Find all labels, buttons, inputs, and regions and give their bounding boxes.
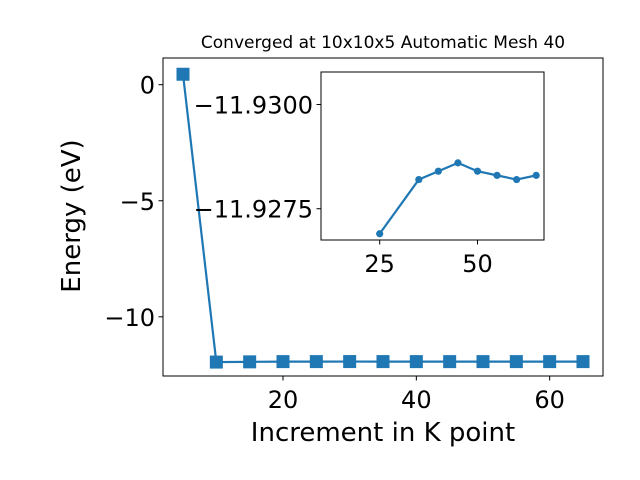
main-x-tick-label: 40 xyxy=(401,386,432,414)
main-data-point xyxy=(209,355,223,369)
y-axis-label: Energy (eV) xyxy=(57,139,87,292)
main-data-point xyxy=(176,67,190,81)
main-data-point xyxy=(243,355,257,369)
inset-x-tick-label: 50 xyxy=(462,250,493,278)
chart-title: Converged at 10x10x5 Automatic Mesh 40 xyxy=(201,33,565,53)
inset-x-tick-label: 25 xyxy=(364,250,395,278)
main-data-point xyxy=(476,355,490,369)
main-data-point xyxy=(309,355,323,369)
main-data-point xyxy=(543,355,557,369)
main-data-point xyxy=(343,355,357,369)
main-frame xyxy=(162,57,604,377)
inset-y-tick-label: −11.9275 xyxy=(194,196,313,224)
main-data-point xyxy=(409,355,423,369)
main-x-tick-label: 60 xyxy=(534,386,565,414)
main-data-point xyxy=(509,355,523,369)
inset-data-point xyxy=(376,230,384,238)
inset-data-point xyxy=(532,171,540,179)
x-axis-label: Increment in K point xyxy=(251,418,515,448)
main-data-point xyxy=(443,355,457,369)
inset-y-tick-label: −11.9300 xyxy=(194,92,313,120)
inset-data-point xyxy=(454,159,462,167)
main-data-point xyxy=(276,355,290,369)
main-plot-area: 20 40 60 0 −5 −10 xyxy=(104,57,604,414)
inset-data-point xyxy=(434,167,442,175)
main-y-tick-label: 0 xyxy=(140,72,155,100)
main-data-point xyxy=(376,355,390,369)
inset-data-point xyxy=(415,175,423,184)
inset-data-point xyxy=(493,171,501,179)
inset-data-point xyxy=(473,167,482,175)
main-y-tick-label: −5 xyxy=(120,188,155,216)
inset-data-point xyxy=(513,175,521,184)
main-y-tick-label: −10 xyxy=(104,304,155,332)
main-x-tick-label: 20 xyxy=(268,386,299,414)
inset-plot-area: 25 50 −11.9300 −11.9275 xyxy=(194,71,545,278)
inset-frame xyxy=(320,71,545,241)
main-data-point xyxy=(576,355,590,369)
